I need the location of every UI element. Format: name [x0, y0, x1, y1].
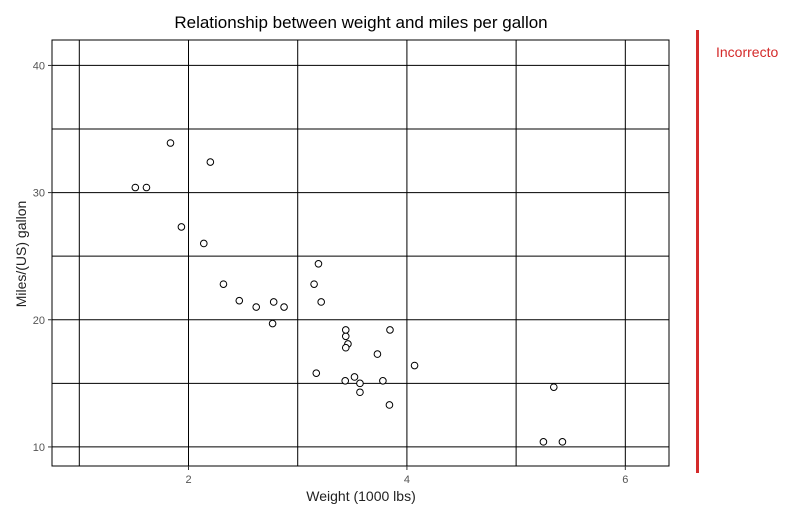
data-point	[310, 280, 318, 288]
data-point	[386, 326, 394, 334]
data-point	[199, 239, 208, 248]
data-point	[166, 139, 175, 147]
data-point	[341, 326, 350, 334]
data-point	[558, 438, 567, 446]
data-points	[131, 139, 567, 446]
data-point	[350, 373, 359, 381]
data-point	[341, 343, 350, 352]
data-point	[206, 158, 215, 166]
data-point	[235, 296, 244, 305]
grid	[51, 39, 670, 467]
data-point	[356, 388, 364, 397]
data-point	[539, 438, 548, 446]
y-tick-label: 30	[33, 188, 45, 200]
data-point	[280, 303, 288, 311]
data-point	[219, 280, 228, 288]
data-point	[385, 401, 394, 409]
data-point	[549, 383, 558, 391]
data-point	[131, 183, 140, 192]
data-point	[379, 377, 387, 385]
chart-title: Relationship between weight and miles pe…	[174, 13, 547, 32]
data-point	[341, 332, 350, 341]
y-tick-label: 10	[33, 442, 45, 454]
data-point	[252, 303, 261, 311]
x-axis-label: Weight (1000 lbs)	[306, 488, 415, 504]
y-axis-label: Miles/(US) gallon	[13, 201, 29, 308]
data-point	[312, 369, 321, 377]
x-tick-label: 6	[622, 474, 628, 486]
y-tick-label: 20	[33, 315, 45, 327]
data-point	[269, 298, 278, 306]
data-point	[314, 260, 323, 268]
data-point	[341, 377, 350, 385]
verdict-bar	[696, 30, 699, 473]
data-point	[317, 298, 325, 306]
data-point	[142, 183, 151, 192]
data-point	[268, 319, 277, 328]
data-point	[177, 223, 186, 231]
data-point	[373, 350, 382, 358]
verdict-label: Incorrecto	[716, 44, 779, 60]
data-point	[356, 379, 364, 388]
y-tick-label: 40	[33, 60, 45, 72]
x-tick-label: 4	[404, 474, 410, 486]
data-point	[410, 361, 419, 370]
tick-labels: 2 4 6 10 20 30 40	[33, 60, 629, 486]
x-tick-label: 2	[185, 474, 191, 486]
plot-border	[51, 39, 670, 467]
